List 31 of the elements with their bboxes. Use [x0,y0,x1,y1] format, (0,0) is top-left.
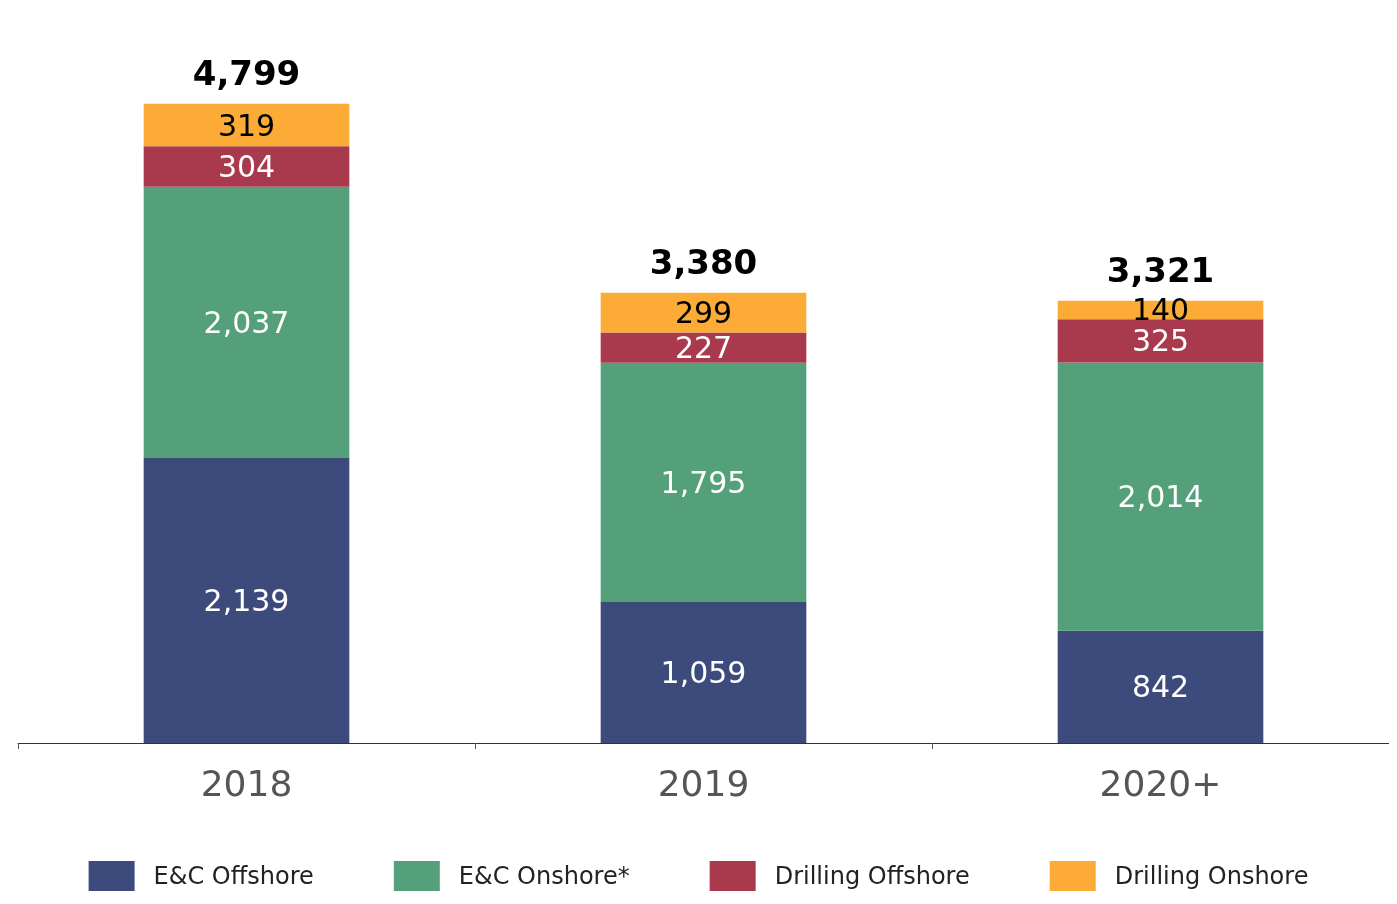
bar [143,458,350,743]
legend-label: Drilling Offshore [774,862,970,890]
bar [600,332,807,363]
data-label: 227 [674,330,733,366]
bar [143,146,350,187]
bar [600,601,807,743]
bar [1057,630,1264,743]
bar [143,103,350,147]
legend-label: E&C Offshore [153,862,314,890]
bar [143,186,350,459]
x-tick-label: 2019 [657,762,750,804]
bar [1057,319,1264,363]
data-label: 2,014 [1117,479,1204,515]
data-label: 1,059 [660,654,747,690]
x-tick-label: 2018 [200,762,293,804]
data-label: 299 [674,295,733,331]
data-label: 842 [1131,669,1190,705]
bar [1057,362,1264,631]
total-label: 3,380 [649,241,758,282]
legend-label: E&C Onshore* [458,862,630,890]
data-label: 2,037 [203,304,290,340]
data-label: 304 [217,149,276,185]
data-label: 319 [217,107,276,143]
bar [600,292,807,333]
total-label: 4,799 [192,52,301,93]
legend-label: Drilling Onshore [1114,862,1309,890]
x-tick-label: 2020+ [1099,762,1222,804]
bar [600,362,807,602]
total-label: 3,321 [1106,249,1215,290]
data-label: 2,139 [203,583,290,619]
data-label: 1,795 [660,464,747,500]
